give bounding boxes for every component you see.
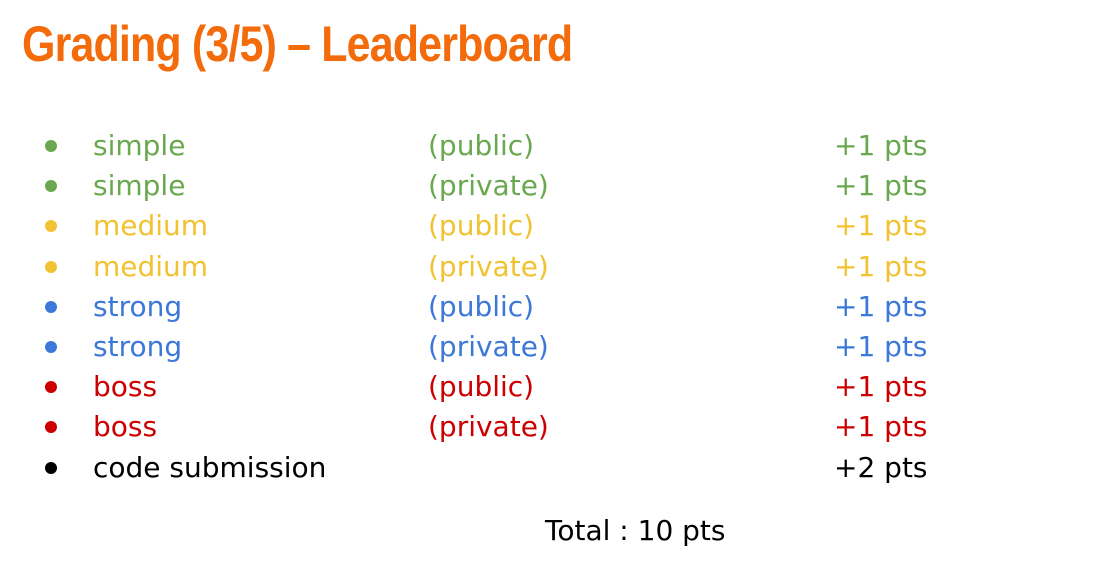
item-name: boss [93, 410, 158, 444]
item-points: +1 pts [834, 169, 928, 203]
list-item: code submission +2 pts [0, 448, 1120, 488]
item-visibility: (public) [428, 370, 535, 404]
item-name: boss [93, 370, 158, 404]
bullet-icon [45, 461, 57, 474]
bullet-icon [45, 300, 57, 313]
item-visibility: (public) [428, 129, 535, 162]
grading-list: simple (public) +1 pts simple (private) … [0, 126, 1120, 488]
list-item: boss (private) +1 pts [0, 407, 1120, 447]
list-item: medium (public) +1 pts [0, 206, 1120, 246]
bullet-icon [45, 381, 57, 394]
item-name: code submission [93, 450, 327, 484]
list-item: strong (public) +1 pts [0, 287, 1120, 327]
item-visibility: (private) [428, 410, 549, 444]
bullet-icon [45, 421, 57, 434]
item-points: +1 pts [834, 410, 928, 444]
bullet-icon [45, 180, 57, 193]
list-item: simple (public) +1 pts [0, 126, 1120, 166]
item-points: +1 pts [834, 249, 928, 283]
bullet-icon [45, 340, 57, 353]
item-name: strong [93, 289, 183, 323]
item-points: +1 pts [834, 289, 928, 323]
list-item: medium (private) +1 pts [0, 247, 1120, 287]
bullet-icon [45, 220, 57, 233]
item-name: medium [93, 209, 209, 243]
item-points: +1 pts [834, 370, 928, 404]
item-points: +1 pts [834, 329, 928, 363]
item-visibility: (public) [428, 209, 535, 243]
bullet-icon [45, 140, 57, 152]
bullet-icon [45, 260, 57, 273]
item-name: simple [93, 129, 186, 162]
item-visibility: (private) [428, 249, 549, 283]
page-title: Grading (3/5) – Leaderboard [22, 16, 573, 72]
list-item: strong (private) +1 pts [0, 327, 1120, 367]
item-points: +1 pts [834, 129, 928, 162]
item-visibility: (public) [428, 289, 535, 323]
list-item: boss (public) +1 pts [0, 367, 1120, 407]
item-name: strong [93, 329, 183, 363]
item-visibility: (private) [428, 329, 549, 363]
total-points: Total : 10 pts [545, 514, 726, 547]
item-points: +1 pts [834, 209, 928, 243]
list-item: simple (private) +1 pts [0, 166, 1120, 206]
item-visibility: (private) [428, 169, 549, 203]
item-name: medium [93, 249, 209, 283]
item-points: +2 pts [834, 450, 928, 484]
item-name: simple [93, 169, 186, 203]
